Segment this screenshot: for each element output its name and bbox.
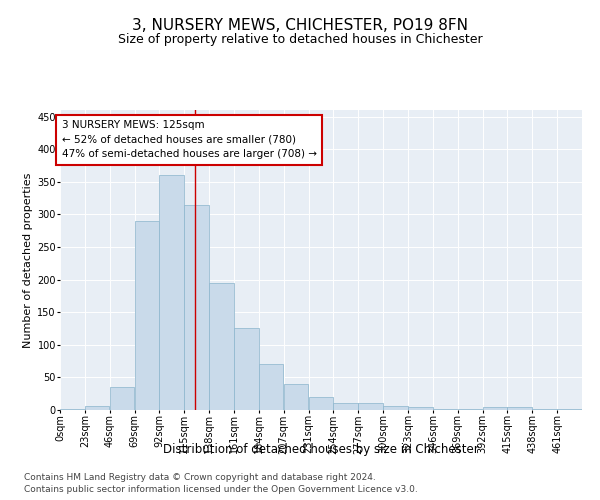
Bar [259, 364, 283, 410]
Bar [532, 408, 557, 410]
Bar [334, 403, 358, 410]
Bar [358, 404, 383, 410]
Bar [60, 408, 85, 410]
Text: 3, NURSERY MEWS, CHICHESTER, PO19 8FN: 3, NURSERY MEWS, CHICHESTER, PO19 8FN [132, 18, 468, 32]
Text: Contains public sector information licensed under the Open Government Licence v3: Contains public sector information licen… [24, 485, 418, 494]
Bar [160, 175, 184, 410]
Bar [110, 387, 134, 410]
Bar [308, 397, 333, 410]
Bar [85, 406, 109, 410]
Bar [408, 408, 433, 410]
Text: Distribution of detached houses by size in Chichester: Distribution of detached houses by size … [163, 442, 479, 456]
Bar [508, 408, 532, 410]
Bar [433, 408, 457, 410]
Bar [184, 204, 209, 410]
Bar [209, 283, 234, 410]
Bar [234, 328, 259, 410]
Bar [482, 406, 507, 410]
Text: Size of property relative to detached houses in Chichester: Size of property relative to detached ho… [118, 32, 482, 46]
Y-axis label: Number of detached properties: Number of detached properties [23, 172, 33, 348]
Bar [383, 406, 408, 410]
Text: 3 NURSERY MEWS: 125sqm
← 52% of detached houses are smaller (780)
47% of semi-de: 3 NURSERY MEWS: 125sqm ← 52% of detached… [62, 120, 317, 160]
Bar [284, 384, 308, 410]
Bar [134, 221, 159, 410]
Text: Contains HM Land Registry data © Crown copyright and database right 2024.: Contains HM Land Registry data © Crown c… [24, 472, 376, 482]
